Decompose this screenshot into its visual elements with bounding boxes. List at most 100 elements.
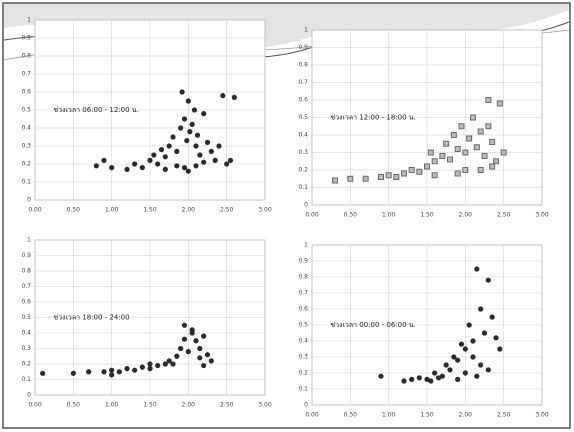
point (224, 161, 230, 167)
y-tick-label: 0.9 (298, 258, 308, 265)
y-tick-label: 0.8 (21, 268, 31, 275)
y-tick-label: 0.9 (21, 35, 31, 42)
y-tick-label: 0.9 (21, 252, 31, 259)
x-tick-label: 3.00 (535, 212, 549, 219)
x-tick-label: 1.50 (420, 412, 434, 419)
point (485, 277, 491, 283)
x-tick-label: 0.50 (344, 412, 358, 419)
y-tick-label: 0.1 (298, 386, 308, 393)
point (427, 149, 434, 156)
x-tick-label: 2.50 (220, 402, 234, 409)
y-tick-label: 0 (304, 402, 308, 409)
annotation: ช่วงเวลา 18:00 - 24:00 (53, 314, 129, 322)
point (197, 355, 203, 361)
point (158, 147, 165, 153)
y-tick-label: 0.2 (21, 161, 31, 168)
point (139, 364, 145, 370)
annotation: ช่วงเวลา 12:00 - 18:00 น. (330, 114, 415, 122)
point (124, 366, 130, 372)
point (489, 139, 496, 145)
y-tick-label: 0.6 (298, 306, 308, 313)
point (431, 158, 438, 165)
point (497, 346, 503, 352)
y-tick-label: 0.3 (21, 143, 31, 150)
point (101, 157, 107, 163)
point (227, 157, 234, 163)
point (178, 345, 184, 352)
point (447, 367, 453, 373)
point (166, 143, 172, 149)
y-tick-label: 0.4 (298, 338, 308, 345)
point (378, 373, 384, 379)
point (204, 139, 211, 145)
x-tick-label: 0.50 (67, 402, 81, 409)
point (220, 93, 226, 99)
x-tick-label: 2.00 (182, 207, 196, 214)
point (181, 116, 188, 122)
point (489, 314, 495, 320)
y-tick-label: 0.8 (21, 53, 31, 60)
point (170, 134, 176, 140)
x-tick-label: 0.50 (344, 212, 358, 219)
point (40, 370, 46, 376)
point (451, 354, 457, 360)
point (462, 370, 468, 376)
y-tick-label: 0.1 (21, 376, 31, 383)
point (208, 358, 214, 364)
header-wave (4, 4, 569, 49)
point (462, 346, 468, 352)
y-tick-label: 0.1 (298, 184, 308, 191)
point (86, 369, 92, 375)
point (409, 376, 415, 382)
point (496, 100, 503, 107)
point (197, 152, 203, 158)
point (466, 322, 472, 328)
point (462, 149, 469, 156)
point (109, 372, 115, 378)
point (474, 266, 480, 272)
x-tick-label: 1.00 (382, 212, 396, 219)
point (450, 132, 457, 138)
point (455, 357, 461, 363)
point (197, 345, 203, 352)
point (170, 361, 176, 367)
point (187, 129, 193, 135)
point (447, 156, 453, 163)
point (481, 330, 488, 336)
point (485, 367, 491, 373)
point (478, 362, 484, 368)
point (193, 338, 199, 344)
point (70, 370, 76, 376)
point (132, 161, 138, 167)
point (189, 121, 195, 127)
point (332, 177, 338, 184)
y-tick-label: 0.5 (21, 107, 31, 114)
y-tick-label: 1 (27, 17, 31, 24)
point (155, 161, 161, 167)
x-tick-label: 1.50 (143, 207, 157, 214)
y-tick-label: 0 (27, 392, 31, 399)
point (485, 123, 492, 130)
point (347, 175, 354, 182)
point (179, 89, 185, 95)
point (216, 143, 222, 149)
point (147, 366, 153, 372)
x-tick-label: 2.50 (497, 412, 511, 419)
point (443, 362, 449, 368)
point (162, 154, 168, 160)
y-tick-label: 0.7 (298, 290, 308, 297)
x-tick-label: 3.00 (535, 412, 549, 419)
y-tick-label: 0.4 (21, 330, 31, 337)
point (454, 170, 461, 177)
point (191, 107, 198, 113)
point (124, 166, 130, 172)
point (455, 376, 461, 382)
point (439, 153, 446, 159)
point (147, 157, 153, 163)
point (362, 175, 369, 182)
point (178, 125, 184, 131)
y-tick-label: 0 (27, 197, 31, 204)
x-tick-label: 2.00 (182, 402, 196, 409)
y-tick-label: 0 (304, 202, 308, 209)
point (500, 149, 507, 156)
